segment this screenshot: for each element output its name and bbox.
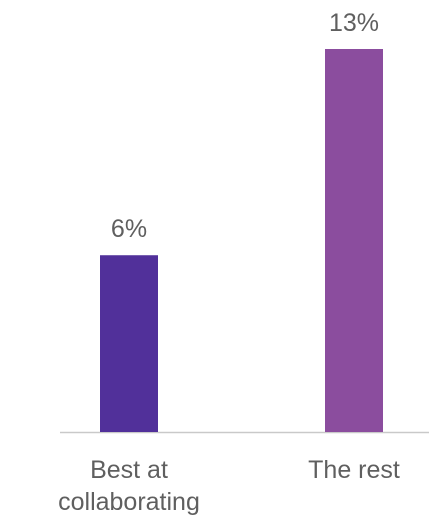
category-label-line: collaborating: [58, 488, 200, 516]
bar-1: [325, 49, 383, 432]
category-label-1: The rest: [308, 456, 400, 484]
category-label-line: Best at: [90, 456, 168, 484]
value-label-0: 6%: [111, 215, 147, 243]
bar-0: [100, 255, 158, 432]
value-labels-group: 6% 13%: [111, 9, 379, 243]
category-labels-group: Best at collaborating The rest: [58, 456, 400, 516]
value-label-1: 13%: [329, 9, 379, 37]
category-label-line: The rest: [308, 456, 400, 484]
bars-group: [100, 49, 383, 432]
category-label-0: Best at collaborating: [58, 456, 200, 516]
